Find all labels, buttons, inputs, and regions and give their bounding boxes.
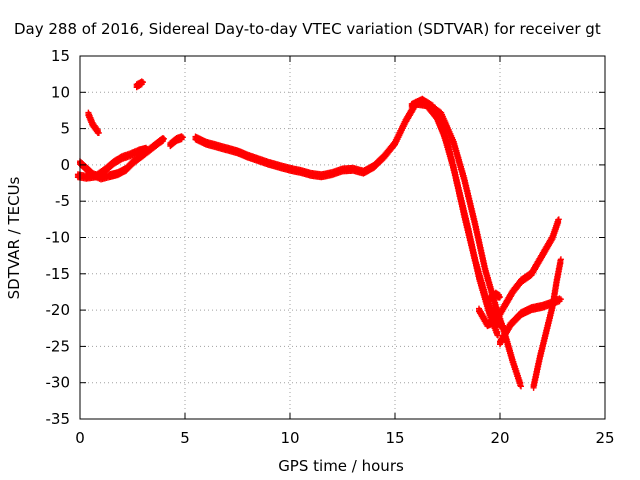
y-tick-label: 0 (60, 156, 70, 174)
data-point (494, 332, 501, 339)
data-point (140, 79, 146, 86)
y-axis-label: SDTVAR / TECUs (5, 176, 23, 299)
plot-frame (79, 55, 606, 420)
data-point (497, 294, 503, 301)
y-tick-label: 10 (51, 83, 70, 101)
y-tick-label: -30 (46, 374, 71, 392)
y-tick-label: -15 (46, 265, 71, 283)
y-ticks: 15 10 5 0 -5 -10 -15 -20 -25 -30 -35 (46, 47, 605, 428)
grid (80, 56, 605, 419)
data-point (518, 383, 524, 390)
data-point (144, 145, 151, 152)
x-tick-label: 5 (180, 429, 190, 447)
data-point (161, 135, 167, 142)
data-point (557, 296, 564, 303)
y-tick-label: 15 (51, 47, 70, 65)
data-point (495, 294, 502, 301)
x-tick-label: 10 (280, 429, 299, 447)
data-point (179, 134, 186, 141)
data-point (555, 216, 562, 223)
data-points (74, 78, 564, 391)
y-tick-label: -20 (46, 301, 71, 319)
data-point (95, 129, 102, 136)
y-tick-label: -35 (46, 410, 71, 428)
y-tick-label: 5 (60, 120, 70, 138)
y-tick-label: -25 (46, 337, 71, 355)
x-tick-label: 0 (75, 429, 85, 447)
data-point (557, 256, 564, 263)
y-tick-label: -5 (55, 192, 70, 210)
x-tick-label: 20 (490, 429, 509, 447)
x-ticks: 0 5 10 15 20 25 (75, 56, 615, 447)
x-axis-label: GPS time / hours (278, 457, 404, 475)
x-tick-label: 25 (595, 429, 614, 447)
x-tick-label: 15 (385, 429, 404, 447)
y-tick-label: -10 (46, 229, 71, 247)
chart-title: Day 288 of 2016, Sidereal Day-to-day VTE… (14, 20, 601, 38)
data-point (517, 382, 524, 389)
